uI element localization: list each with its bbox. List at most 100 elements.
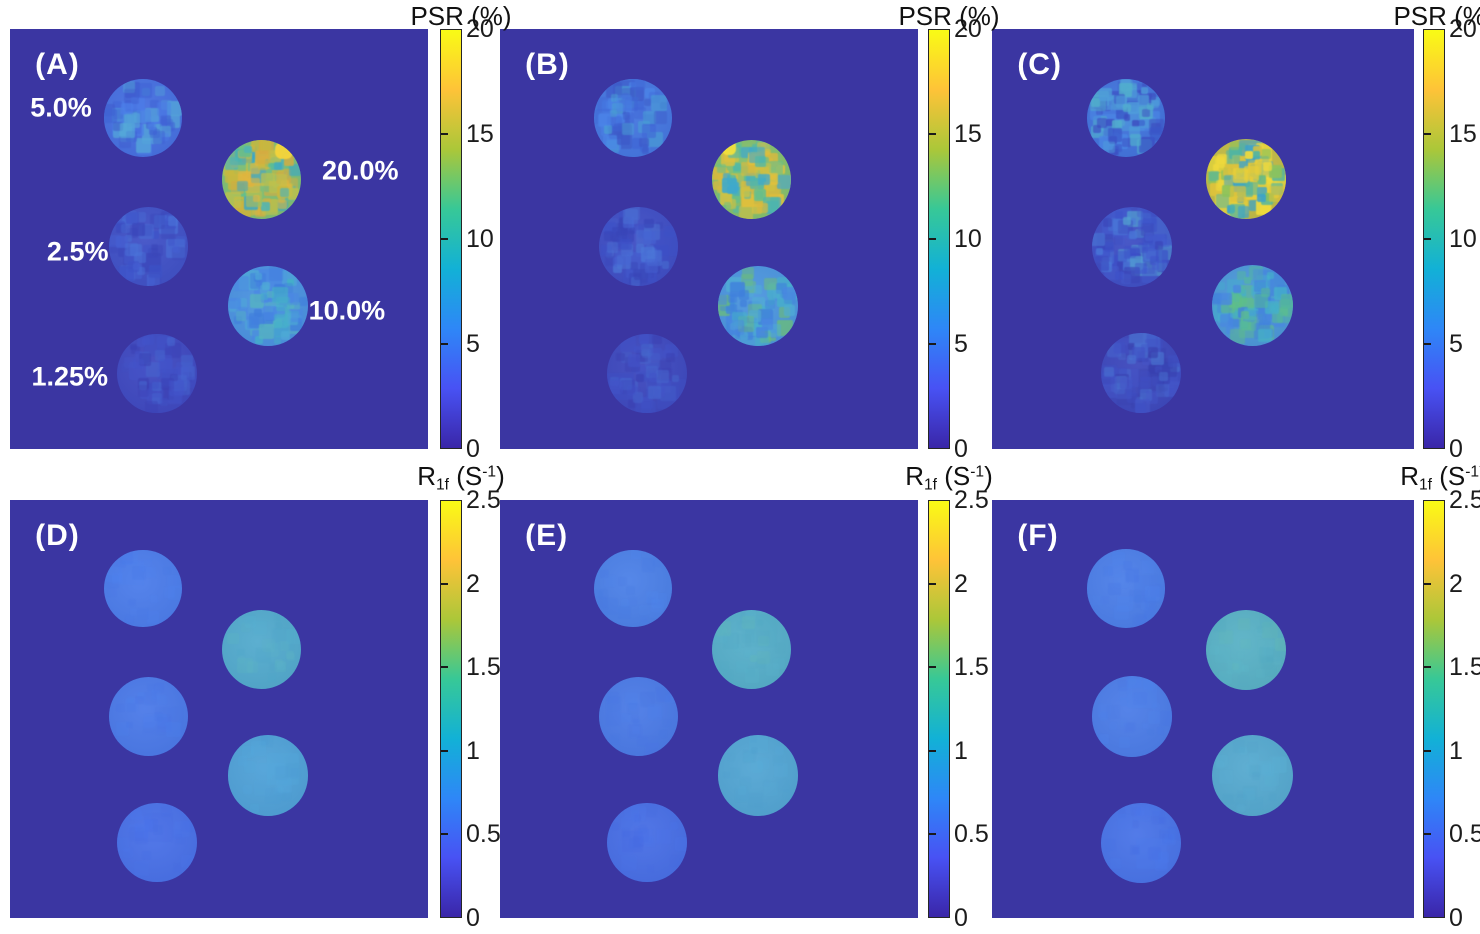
noise-patch (127, 703, 137, 713)
noise-patch (1119, 737, 1131, 749)
noise-patch (723, 633, 740, 650)
phantom-circle (1206, 139, 1287, 220)
concentration-label: 2.5% (46, 236, 109, 267)
noise-patch (122, 549, 139, 565)
circle-shading (1211, 734, 1293, 816)
noise-patch (1161, 833, 1172, 845)
noise-patch (1152, 702, 1160, 711)
colorbar-title-text: ) (984, 461, 993, 491)
circle-shading (1100, 802, 1181, 883)
phantom-circle (1100, 802, 1181, 883)
noise-patch (774, 763, 789, 778)
noise-patch (121, 224, 131, 234)
noise-patch (266, 290, 274, 298)
noise-patch (601, 244, 613, 256)
noise-patch (669, 854, 682, 867)
noise-patch (160, 114, 171, 126)
noise-patch (142, 851, 152, 861)
noise-patch (258, 323, 274, 339)
noise-patch (1119, 250, 1130, 261)
noise-patch (1266, 271, 1274, 279)
noise-patch (621, 599, 630, 608)
noise-patch (603, 222, 616, 234)
noise-patch (1268, 185, 1285, 203)
noise-patch (625, 206, 641, 221)
noise-patch (1143, 608, 1155, 620)
noise-patch (1154, 241, 1164, 250)
phantom-circle (1086, 549, 1166, 628)
noise-patch (272, 762, 285, 775)
noise-patch (274, 785, 284, 795)
noise-patch (741, 629, 756, 643)
noise-patch (642, 349, 651, 359)
noise-patch (107, 586, 118, 597)
noise-patch (252, 330, 262, 340)
noise-patch (1109, 145, 1120, 157)
phantom-circle (594, 79, 672, 157)
noise-patch (1140, 388, 1153, 401)
colorbar-tick-label: 2 (1449, 569, 1463, 598)
phantom-circle (104, 549, 182, 628)
circle-noise-layer (222, 139, 301, 219)
colorbar-tick-label: 1.5 (1449, 653, 1480, 682)
noise-patch (712, 180, 723, 190)
circle-noise-layer (594, 549, 672, 628)
noise-patch (1092, 232, 1105, 247)
circle-noise-layer (1101, 333, 1181, 414)
noise-patch (1238, 675, 1250, 687)
noise-patch (172, 863, 182, 872)
noise-patch (115, 722, 129, 736)
noise-patch (755, 156, 767, 167)
noise-patch (149, 264, 163, 278)
noise-patch (640, 246, 656, 262)
noise-patch (1159, 373, 1170, 384)
noise-patch (1117, 595, 1133, 612)
circle-shading (594, 549, 672, 628)
noise-patch (635, 244, 644, 253)
noise-patch (719, 661, 730, 671)
noise-patch (1279, 299, 1290, 310)
phantom-circle (104, 79, 182, 157)
noise-patch (611, 226, 628, 243)
noise-patch (644, 259, 658, 273)
noise-patch (1091, 97, 1101, 108)
circle-noise-layer (1101, 802, 1181, 883)
noise-patch (1211, 293, 1223, 304)
noise-patch (1149, 92, 1157, 101)
noise-patch (159, 398, 168, 407)
noise-patch (164, 372, 174, 382)
noise-patch (651, 251, 661, 261)
noise-patch (1096, 248, 1103, 255)
noise-patch (125, 698, 139, 711)
noise-patch (736, 634, 752, 649)
panel-A: (A) 5.0% 20.0% 2.5% 10.0% 1.25% (10, 29, 428, 449)
noise-patch (172, 245, 180, 253)
noise-patch (631, 138, 643, 149)
noise-patch (1229, 185, 1246, 202)
noise-patch (1120, 719, 1128, 727)
noise-patch (1125, 803, 1135, 814)
noise-patch (1091, 595, 1103, 607)
colorbar-tick-label: 2 (466, 569, 480, 598)
noise-patch (1141, 223, 1154, 237)
colorbar-tick-label: 1 (466, 736, 480, 765)
noise-patch (1238, 206, 1250, 218)
noise-patch (286, 313, 299, 326)
noise-patch (604, 255, 615, 267)
noise-patch (252, 621, 267, 636)
noise-patch (129, 826, 144, 842)
noise-patch (645, 352, 661, 368)
noise-patch (271, 628, 295, 651)
noise-patch (741, 146, 753, 159)
noise-patch (1218, 770, 1233, 784)
noise-patch (1160, 829, 1177, 846)
noise-patch (666, 353, 676, 362)
noise-patch (645, 742, 659, 757)
noise-patch (1211, 640, 1225, 654)
colorbar-title: PSR (%) (1369, 1, 1480, 35)
noise-patch (149, 127, 158, 136)
hotspot (722, 140, 737, 155)
noise-patch (638, 604, 649, 616)
noise-patch (639, 340, 650, 351)
colorbar-tick-label: 2.5 (954, 486, 989, 514)
